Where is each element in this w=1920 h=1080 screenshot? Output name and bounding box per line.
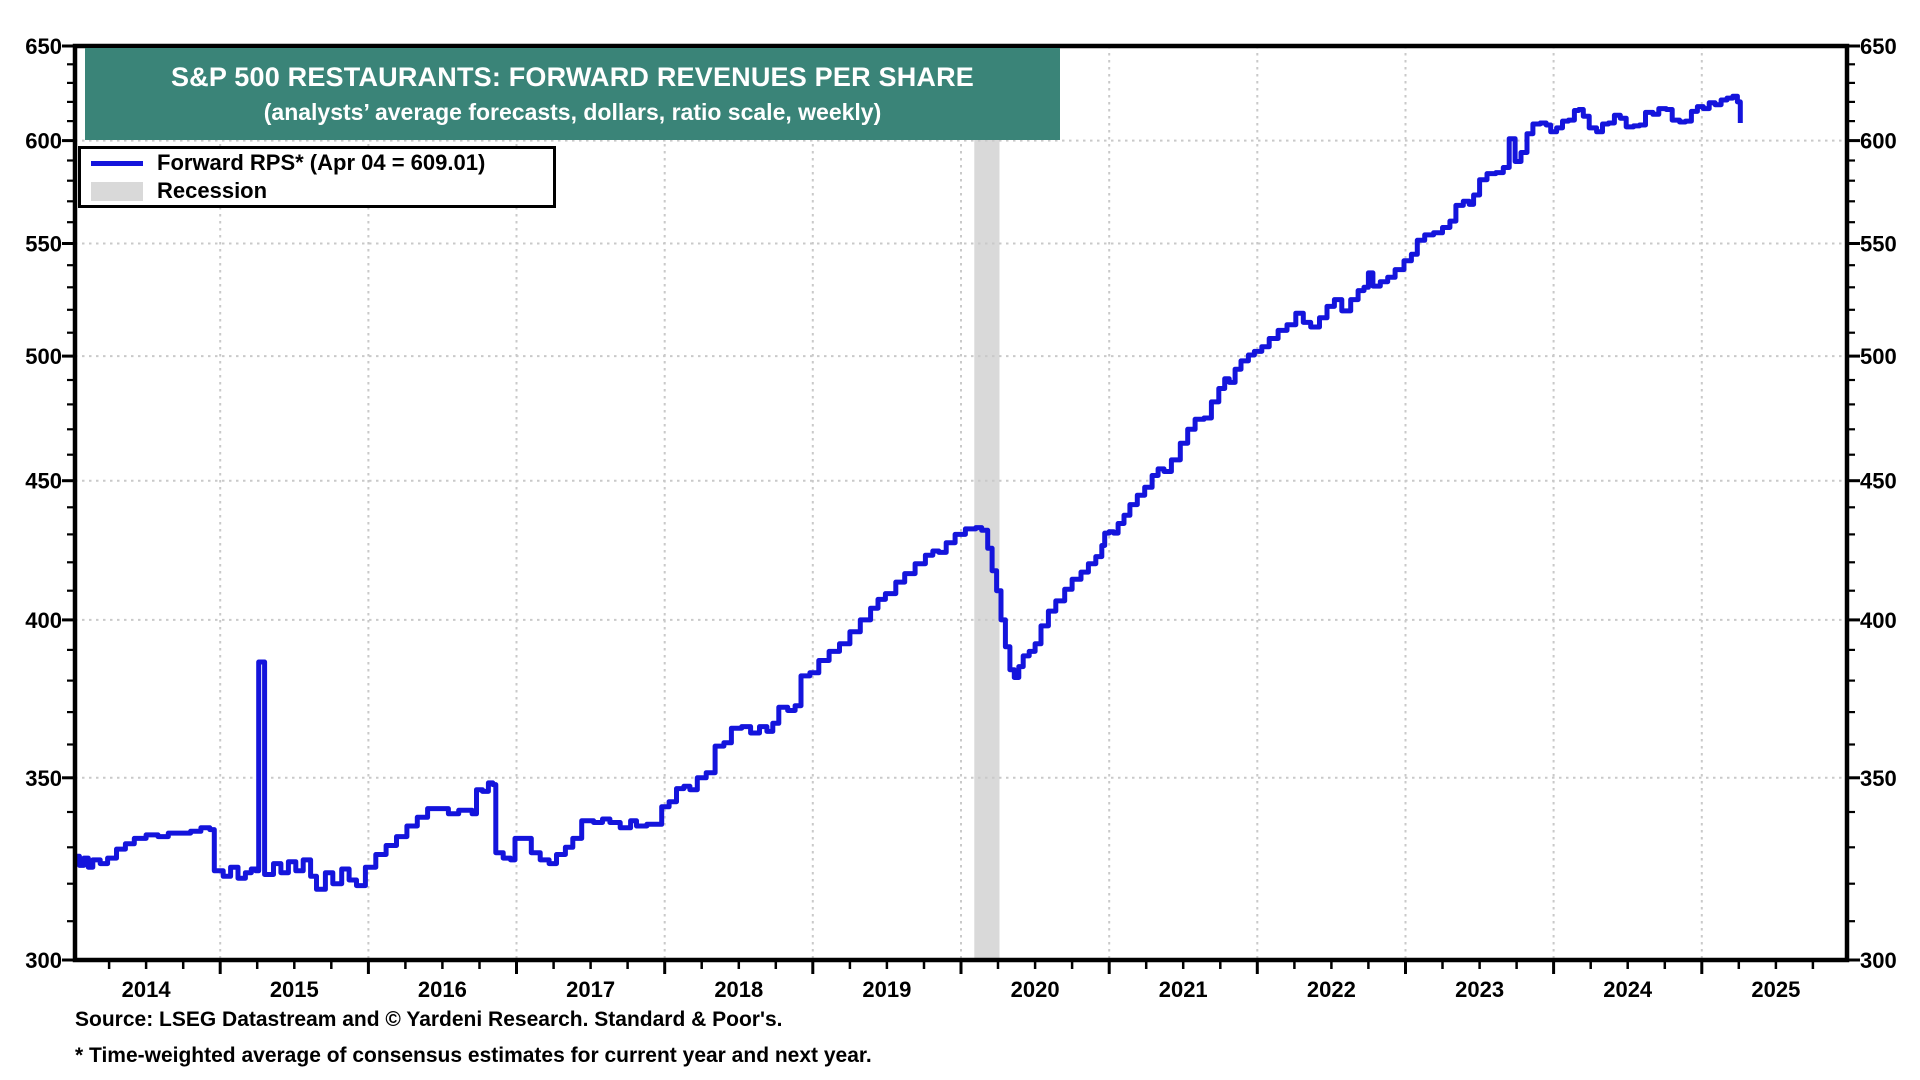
y-axis-label-right: 450: [1860, 469, 1897, 494]
recession-label: Recession: [157, 178, 268, 203]
x-axis-year-label: 2017: [566, 977, 615, 1002]
y-axis-label-left: 450: [25, 469, 62, 494]
y-axis-label-right: 350: [1860, 766, 1897, 791]
y-axis-label-right: 550: [1860, 231, 1897, 256]
y-axis-label-right: 650: [1860, 34, 1897, 59]
x-axis-year-label: 2025: [1751, 977, 1800, 1002]
x-axis-year-label: 2020: [1011, 977, 1060, 1002]
x-axis-year-label: 2014: [122, 977, 172, 1002]
axis-label-layer: 300 300 350 350 400 400 450 450 500 500 550 550 600 6…: [25, 34, 1896, 1002]
y-axis-label-left: 650: [25, 34, 62, 59]
y-axis-label-right: 300: [1860, 948, 1897, 973]
chart-subtitle: (analysts’ average forecasts, dollars, r…: [263, 99, 882, 125]
legend-item-forward-rps: Forward RPS* (Apr 04 = 609.01): [91, 149, 553, 177]
y-axis-label-right: 500: [1860, 344, 1897, 369]
chart-title-band: S&P 500 RESTAURANTS: FORWARD REVENUES PE…: [85, 48, 1060, 140]
y-axis-label-right: 400: [1860, 608, 1897, 633]
y-axis-label-left: 600: [25, 129, 62, 154]
source-line: Source: LSEG Datastream and © Yardeni Re…: [75, 1008, 783, 1031]
forward-rps-line-swatch: [91, 160, 143, 166]
gridline-layer: [75, 46, 1847, 960]
y-axis-label-left: 350: [25, 766, 62, 791]
forward-rps-line: [75, 93, 1743, 892]
y-axis-label-left: 300: [25, 948, 62, 973]
y-axis-label-left: 550: [25, 231, 62, 256]
recession-swatch: [91, 181, 143, 201]
x-axis-year-label: 2015: [270, 977, 319, 1002]
x-axis-year-label: 2023: [1455, 977, 1504, 1002]
chart-title: S&P 500 RESTAURANTS: FORWARD REVENUES PE…: [170, 62, 975, 92]
x-axis-year-label: 2024: [1603, 977, 1653, 1002]
x-axis-year-label: 2018: [714, 977, 763, 1002]
legend-item-recession: Recession: [91, 177, 553, 205]
x-axis-year-label: 2019: [862, 977, 911, 1002]
y-axis-label-right: 600: [1860, 129, 1897, 154]
x-axis-year-label: 2022: [1307, 977, 1356, 1002]
footnote-line: * Time-weighted average of consensus est…: [75, 1044, 872, 1067]
y-axis-label-left: 500: [25, 344, 62, 369]
series-layer: [75, 93, 1743, 892]
x-axis-year-label: 2016: [418, 977, 467, 1002]
tick-layer: [62, 44, 1860, 974]
recession-band-layer: [974, 46, 1000, 960]
forward-rps-label: Forward RPS* (Apr 04 = 609.01): [157, 150, 486, 175]
x-axis-year-label: 2021: [1159, 977, 1208, 1002]
recession-band: [974, 46, 1000, 960]
legend: Forward RPS* (Apr 04 = 609.01) Recession: [78, 146, 556, 208]
y-axis-label-left: 400: [25, 608, 62, 633]
